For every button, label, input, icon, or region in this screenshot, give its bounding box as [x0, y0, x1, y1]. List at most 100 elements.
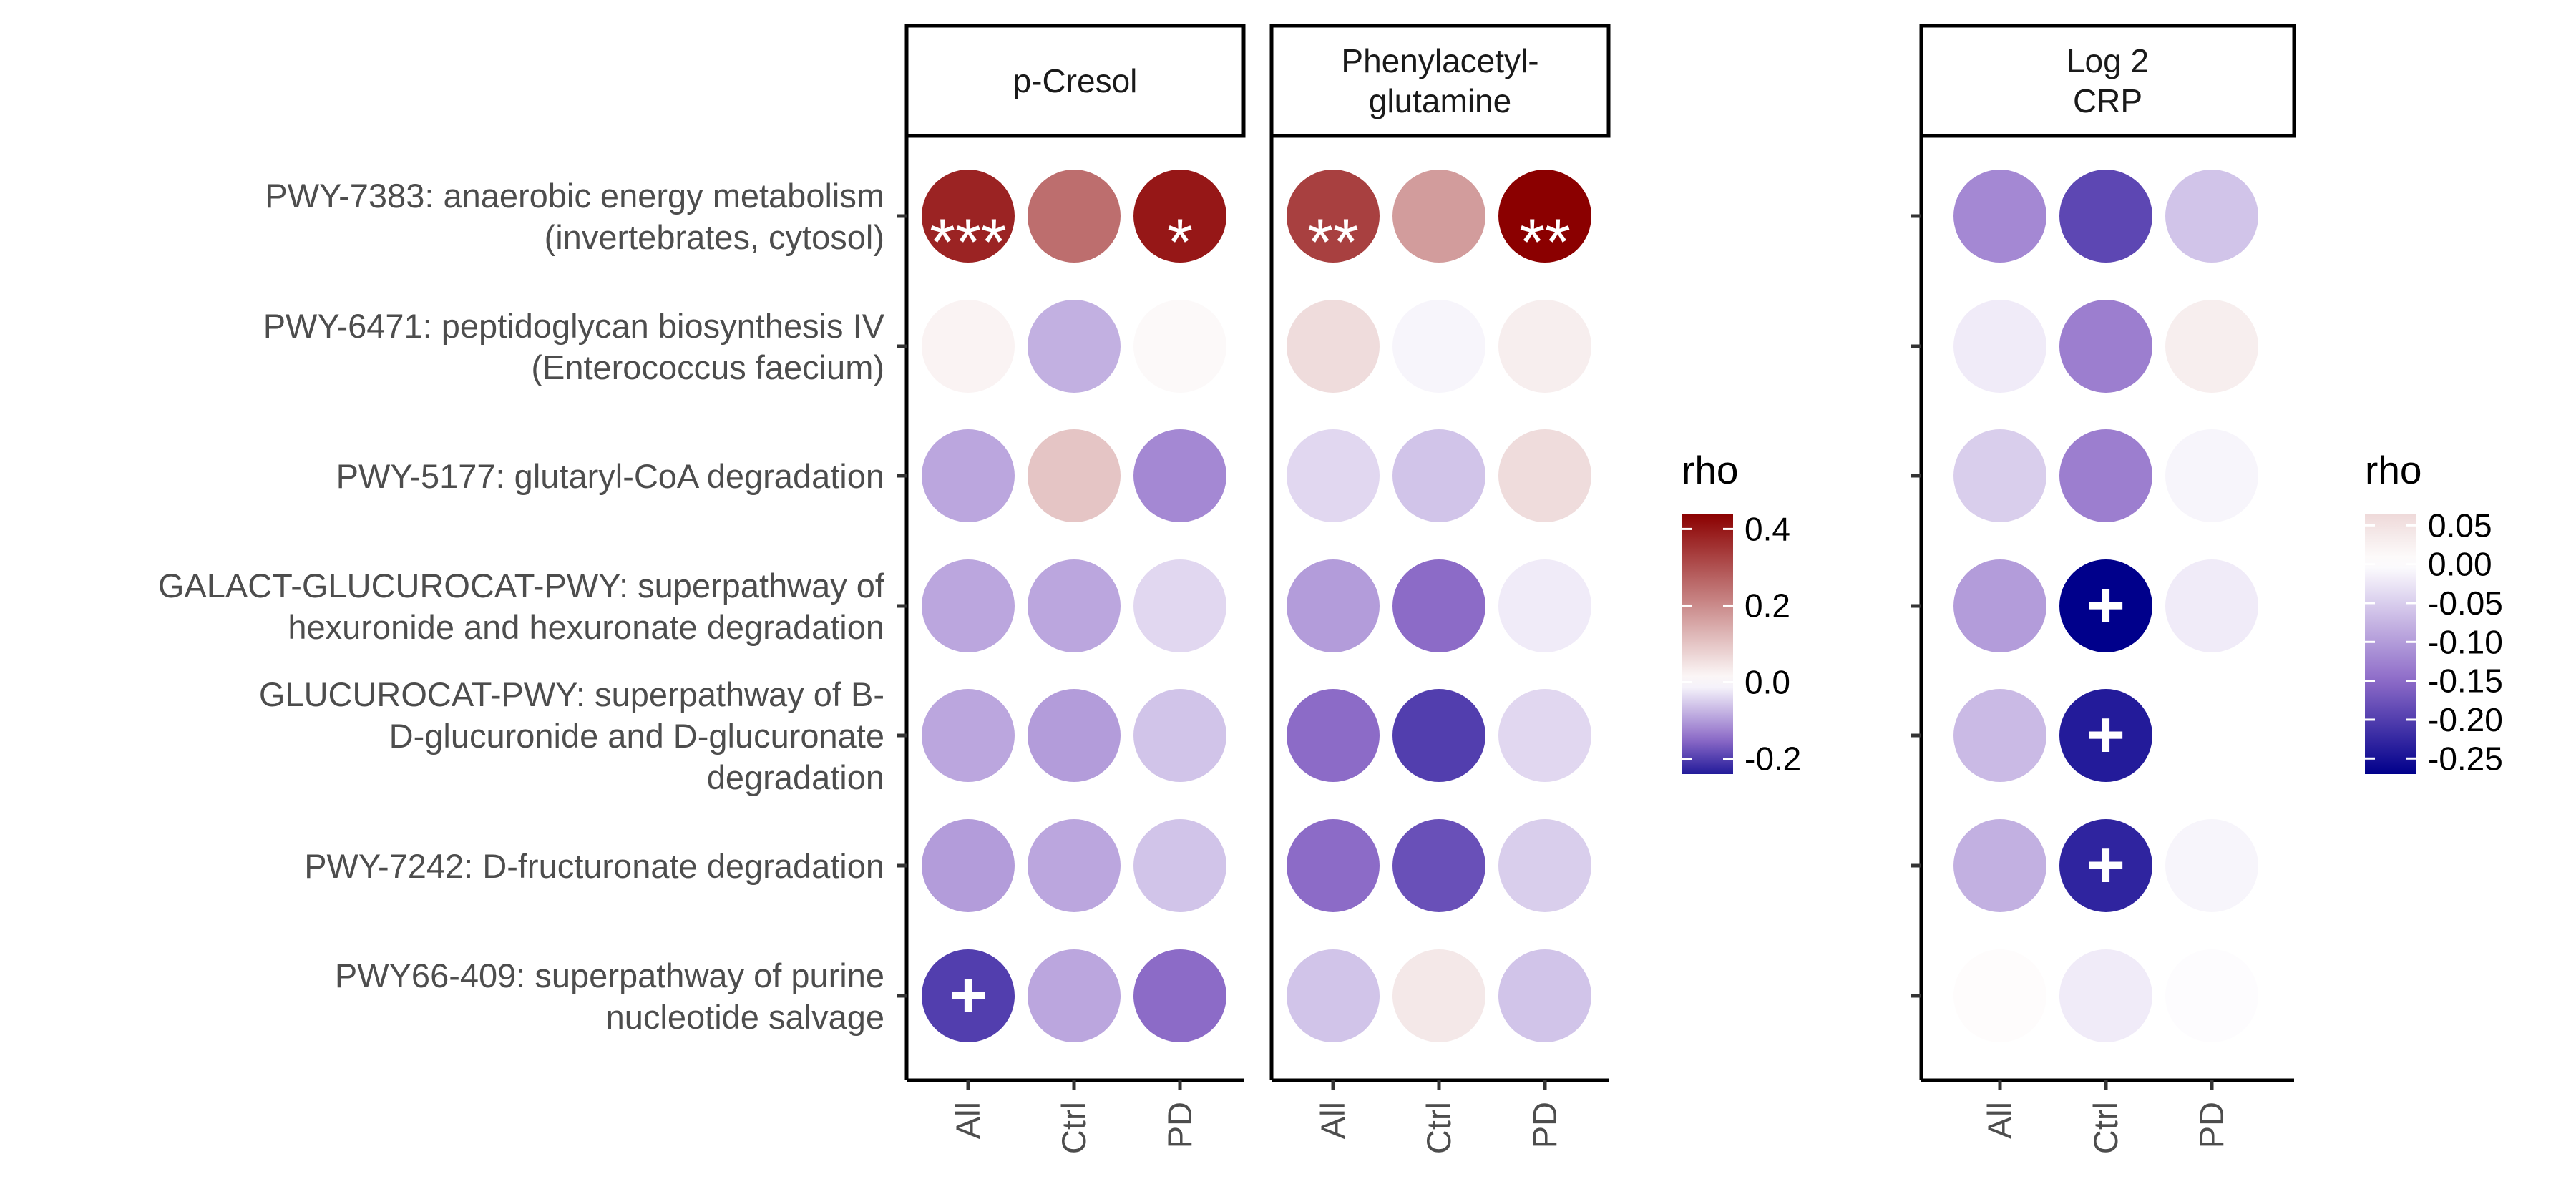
legend-tick-label-scale1: 0.0 [1745, 664, 1790, 701]
dot-log2crp-pwy-7242-ctrl [2059, 819, 2152, 912]
legend-tick-label-scale1: 0.4 [1745, 510, 1790, 547]
dot-p-cresol-galact-glucurocat-pwy-all [922, 559, 1015, 652]
legend-tick-label-scale2: -0.20 [2428, 701, 2503, 738]
dot-p-cresol-pwy-6471-pd [1133, 300, 1226, 393]
row-label-glucurocat-pwy: degradation [707, 758, 884, 796]
legend-title-scale2: rho [2365, 448, 2422, 492]
dot-log2crp-pwy-7242-all [1953, 819, 2046, 912]
dot-phenylacetylglutamine-pwy-7383-all [1287, 170, 1380, 263]
row-label-pwy-7383: PWY-7383: anaerobic energy metabolism [265, 177, 884, 215]
strip-label-phenylacetylglutamine: glutamine [1369, 82, 1511, 119]
dot-log2crp-pwy-6471-all [1953, 300, 2046, 393]
row-label-pwy-6471: PWY-6471: peptidoglycan biosynthesis IV [263, 307, 885, 345]
x-tick-label-ctrl: Ctrl [1420, 1102, 1458, 1154]
dot-log2crp-glucurocat-pwy-all [1953, 689, 2046, 782]
strip-label-phenylacetylglutamine: Phenylacetyl- [1341, 42, 1538, 79]
legend-title-scale1: rho [1682, 448, 1739, 492]
dot-phenylacetylglutamine-galact-glucurocat-pwy-ctrl [1392, 559, 1485, 652]
dot-phenylacetylglutamine-pwy-5177-all [1287, 429, 1380, 522]
dot-log2crp-pwy-7242-pd [2165, 819, 2258, 912]
dot-p-cresol-pwy66-409-pd [1133, 949, 1226, 1042]
legend-tick-label-scale2: -0.05 [2428, 584, 2503, 622]
x-tick-label-ctrl: Ctrl [1055, 1102, 1093, 1154]
dot-log2crp-galact-glucurocat-pwy-pd [2165, 559, 2258, 652]
legend-tick-label-scale2: -0.25 [2428, 740, 2503, 777]
x-tick-label-pd: PD [2192, 1102, 2230, 1148]
x-tick-label-all: All [949, 1102, 987, 1139]
significance-label: ** [1519, 206, 1571, 279]
significance-label: ** [1307, 206, 1359, 279]
row-label-pwy-7242: PWY-7242: D-fructuronate degradation [304, 847, 884, 885]
dot-log2crp-pwy-5177-pd [2165, 429, 2258, 522]
significance-label: + [2087, 698, 2125, 771]
dot-p-cresol-galact-glucurocat-pwy-ctrl [1028, 559, 1121, 652]
dot-p-cresol-pwy-5177-ctrl [1028, 429, 1121, 522]
dot-phenylacetylglutamine-pwy-5177-pd [1498, 429, 1591, 522]
dot-phenylacetylglutamine-pwy66-409-all [1287, 949, 1380, 1042]
dot-phenylacetylglutamine-pwy-7242-ctrl [1392, 819, 1485, 912]
legend-colorbar-scale2 [2365, 514, 2416, 774]
dot-log2crp-pwy66-409-pd [2165, 949, 2258, 1042]
dot-phenylacetylglutamine-pwy-5177-ctrl [1392, 429, 1485, 522]
significance-label: + [2087, 828, 2125, 901]
dot-p-cresol-pwy-7383-ctrl [1028, 170, 1121, 263]
dot-phenylacetylglutamine-galact-glucurocat-pwy-pd [1498, 559, 1591, 652]
strip-label-log2crp: CRP [2073, 82, 2142, 119]
x-tick-label-pd: PD [1526, 1102, 1563, 1148]
dot-p-cresol-pwy-7242-ctrl [1028, 819, 1121, 912]
significance-label: * [1167, 206, 1193, 279]
dot-phenylacetylglutamine-pwy-7383-pd [1498, 170, 1591, 263]
dot-p-cresol-pwy-7383-all [922, 170, 1015, 263]
legend-tick-label-scale1: 0.2 [1745, 587, 1790, 624]
dot-phenylacetylglutamine-pwy-7383-ctrl [1392, 170, 1485, 263]
row-label-glucurocat-pwy: D-glucuronide and D-glucuronate [389, 717, 884, 755]
dot-p-cresol-pwy-5177-pd [1133, 429, 1226, 522]
dot-phenylacetylglutamine-galact-glucurocat-pwy-all [1287, 559, 1380, 652]
x-tick-label-pd: PD [1161, 1102, 1199, 1148]
dot-p-cresol-pwy66-409-all [922, 949, 1015, 1042]
dot-phenylacetylglutamine-pwy66-409-pd [1498, 949, 1591, 1042]
dot-p-cresol-pwy-5177-all [922, 429, 1015, 522]
strip-label-log2crp: Log 2 [2067, 42, 2149, 79]
dot-p-cresol-pwy-6471-all [922, 300, 1015, 393]
row-label-galact-glucurocat-pwy: hexuronide and hexuronate degradation [288, 608, 884, 646]
dot-p-cresol-pwy-7242-all [922, 819, 1015, 912]
dot-p-cresol-pwy-7242-pd [1133, 819, 1226, 912]
dot-log2crp-galact-glucurocat-pwy-all [1953, 559, 2046, 652]
row-label-glucurocat-pwy: GLUCUROCAT-PWY: superpathway of B- [259, 675, 884, 713]
dot-log2crp-pwy-7383-pd [2165, 170, 2258, 263]
row-label-pwy-5177: PWY-5177: glutaryl-CoA degradation [336, 457, 884, 495]
dot-p-cresol-pwy-6471-ctrl [1028, 300, 1121, 393]
dot-phenylacetylglutamine-glucurocat-pwy-ctrl [1392, 689, 1485, 782]
dot-log2crp-pwy-6471-pd [2165, 300, 2258, 393]
significance-label: *** [930, 206, 1006, 279]
dot-log2crp-pwy66-409-ctrl [2059, 949, 2152, 1042]
row-label-pwy-6471: (Enterococcus faecium) [531, 348, 884, 386]
dot-p-cresol-pwy66-409-ctrl [1028, 949, 1121, 1042]
row-label-galact-glucurocat-pwy: GALACT-GLUCUROCAT-PWY: superpathway of [158, 567, 885, 605]
legend-tick-label-scale2: -0.10 [2428, 623, 2503, 660]
dot-p-cresol-glucurocat-pwy-pd [1133, 689, 1226, 782]
strip-label-p-cresol: p-Cresol [1013, 62, 1138, 99]
significance-label: + [949, 959, 987, 1032]
dot-p-cresol-pwy-7383-pd [1133, 170, 1226, 263]
legend-tick-label-scale2: -0.15 [2428, 662, 2503, 700]
legend-tick-label-scale2: 0.00 [2428, 546, 2492, 583]
dot-log2crp-pwy66-409-all [1953, 949, 2046, 1042]
dot-log2crp-galact-glucurocat-pwy-ctrl [2059, 559, 2152, 652]
strip-phenylacetylglutamine [1269, 24, 1611, 138]
row-label-pwy66-409: nucleotide salvage [606, 998, 884, 1036]
dot-log2crp-pwy-7383-ctrl [2059, 170, 2152, 263]
dot-log2crp-pwy-5177-all [1953, 429, 2046, 522]
strip-p-cresol [904, 24, 1246, 138]
dot-phenylacetylglutamine-pwy-6471-ctrl [1392, 300, 1485, 393]
legend-tick-label-scale2: 0.05 [2428, 507, 2492, 544]
dot-p-cresol-glucurocat-pwy-all [922, 689, 1015, 782]
dot-phenylacetylglutamine-pwy-6471-all [1287, 300, 1380, 393]
dot-phenylacetylglutamine-pwy-7242-pd [1498, 819, 1591, 912]
dot-phenylacetylglutamine-glucurocat-pwy-all [1287, 689, 1380, 782]
x-tick-label-all: All [1314, 1102, 1352, 1139]
dot-phenylacetylglutamine-pwy-6471-pd [1498, 300, 1591, 393]
